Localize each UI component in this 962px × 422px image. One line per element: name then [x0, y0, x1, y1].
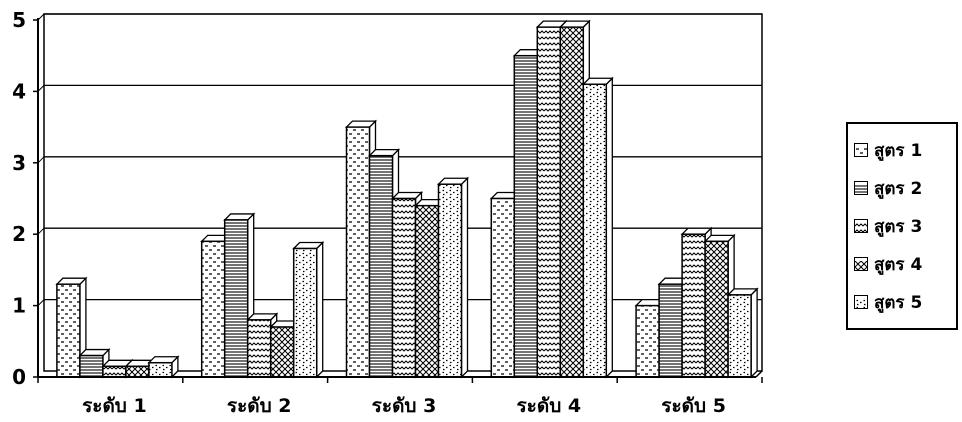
bar-side: [750, 287, 758, 379]
bar: [726, 287, 759, 379]
legend-label: สูตร 3: [874, 216, 923, 237]
bar-side: [605, 76, 613, 379]
bar-front: [292, 247, 318, 378]
legend: สูตร 1 สูตร 2 สูตร 3 สูตร 4 สูตร 5: [846, 122, 958, 330]
legend-item: สูตร 2: [854, 176, 922, 200]
legend-item: สูตร 4: [854, 252, 922, 276]
y-tick-label: 3: [12, 151, 26, 175]
bar-top: [390, 191, 424, 200]
y-tick-label: 1: [12, 294, 26, 318]
legend-item: สูตร 1: [854, 138, 922, 162]
bar-top: [726, 288, 759, 296]
y-tick-label: 5: [12, 8, 26, 32]
legend-label: สูตร 5: [874, 292, 923, 313]
bar-top: [147, 356, 180, 364]
x-tick-label: ระดับ 2: [227, 395, 292, 417]
bar-top: [680, 227, 713, 235]
bar-front: [368, 154, 394, 378]
bar-front: [125, 365, 150, 378]
bar-top: [436, 177, 470, 185]
bar-front: [200, 240, 226, 378]
x-axis-edge: [755, 370, 763, 378]
bar-front: [704, 240, 729, 378]
bar-side: [460, 176, 469, 379]
bar-front: [635, 304, 660, 378]
legend-swatch: [854, 143, 868, 157]
x-tick-label: ระดับ 5: [661, 395, 726, 417]
bar-front: [345, 126, 371, 378]
x-tick-label: ระดับ 1: [82, 395, 147, 417]
bar-front: [536, 26, 562, 378]
bar-top: [246, 313, 279, 321]
bar-front: [246, 319, 272, 378]
legend-swatch: [854, 295, 868, 309]
legend-label: สูตร 4: [874, 254, 923, 275]
bar-top: [78, 348, 111, 357]
bar-side: [316, 240, 324, 379]
legend-swatch: [854, 257, 868, 271]
bar-top: [367, 149, 401, 157]
bar-front: [269, 326, 295, 378]
bar-top: [703, 234, 736, 242]
bar-top: [292, 241, 325, 250]
bar: [292, 240, 325, 379]
legend-label: สูตร 2: [874, 178, 923, 199]
bar-top: [581, 77, 614, 85]
bar-top: [223, 213, 256, 221]
bar-top: [558, 20, 591, 28]
y-tick-label: 0: [12, 365, 26, 389]
bar-front: [102, 365, 127, 378]
legend-swatch: [854, 219, 868, 233]
legend-item: สูตร 5: [854, 290, 922, 314]
bar-front: [513, 54, 539, 378]
x-tick-label: ระดับ 3: [372, 395, 437, 417]
y-tick-label: 4: [12, 79, 26, 103]
bar-front: [437, 183, 463, 378]
bar-front: [727, 294, 752, 378]
bar-front: [56, 283, 81, 378]
bar-front: [223, 219, 249, 378]
bar-front: [658, 283, 683, 378]
bar: [436, 176, 470, 379]
x-tick-label: ระดับ 4: [516, 395, 581, 417]
legend-item: สูตร 3: [854, 214, 922, 238]
y-tick-label: 2: [12, 222, 26, 246]
bar-front: [559, 26, 585, 378]
bar-front: [391, 197, 417, 378]
bar: [147, 355, 180, 379]
legend-swatch: [854, 181, 868, 195]
bar-front: [79, 354, 104, 378]
bar-top: [55, 277, 88, 285]
bar-front: [148, 361, 173, 378]
bar-front: [681, 233, 706, 378]
bar: [581, 76, 614, 379]
bar-front: [582, 83, 608, 378]
bar-front: [414, 204, 440, 378]
bar-front: [490, 197, 516, 378]
bar-top: [344, 120, 378, 128]
legend-label: สูตร 1: [874, 140, 923, 161]
